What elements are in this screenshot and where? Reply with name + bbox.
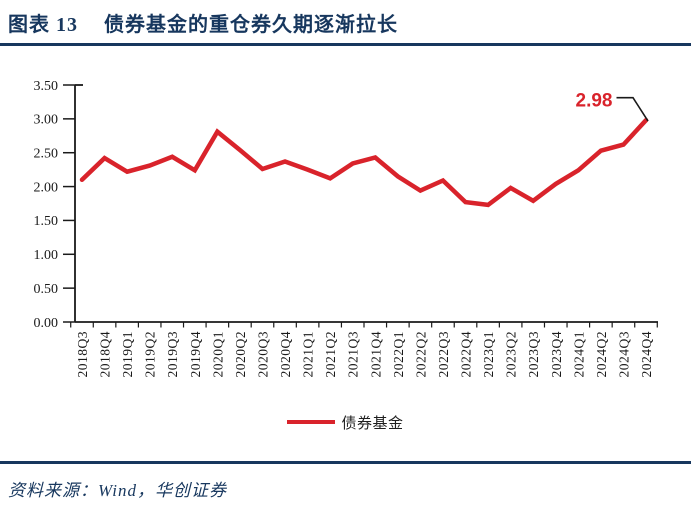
x-tick-label: 2021Q3 [346, 331, 361, 378]
x-tick-label: 2019Q3 [165, 331, 180, 378]
x-tick-label: 2018Q3 [75, 331, 90, 378]
x-tick-label: 2024Q4 [639, 331, 654, 378]
legend: 债券基金 [0, 411, 691, 433]
axes [74, 84, 658, 323]
legend-label: 债券基金 [341, 414, 404, 432]
source-note: 资料来源：Wind，华创证券 [8, 481, 227, 500]
series-line [79, 117, 649, 208]
y-tick-label: 3.00 [34, 113, 59, 128]
y-tick-label: 0.00 [34, 316, 59, 331]
x-tick-label: 2018Q4 [98, 331, 113, 378]
x-tick-label: 2020Q1 [210, 331, 225, 378]
x-tick-label: 2021Q2 [323, 331, 338, 378]
x-tick-label: 2023Q3 [526, 331, 541, 378]
x-tick-label: 2020Q3 [255, 331, 270, 378]
x-tick-label: 2022Q1 [391, 331, 406, 378]
x-tick-label: 2019Q2 [143, 331, 158, 378]
figure-title: 债券基金的重仓券久期逐渐拉长 [104, 14, 398, 36]
x-tick-label: 2024Q2 [594, 331, 609, 378]
y-tick-label: 3.50 [34, 79, 59, 94]
x-tick-label: 2022Q3 [436, 331, 451, 378]
x-tick-label: 2019Q4 [188, 331, 203, 378]
y-tick-label: 1.50 [34, 214, 59, 229]
x-tick-label: 2019Q1 [120, 331, 135, 378]
x-tick-label: 2023Q1 [481, 331, 496, 378]
annotation-value: 2.98 [576, 91, 613, 112]
y-tick-label: 0.50 [34, 282, 59, 297]
x-tick-label: 2022Q2 [413, 331, 428, 378]
footer-divider [0, 461, 691, 464]
y-tick-label: 2.00 [34, 180, 59, 195]
x-axis-labels: 2018Q3 2018Q4 2019Q1 2019Q2 2019Q3 2019Q4 2020… [70, 322, 658, 378]
x-tick-label: 2020Q2 [233, 331, 248, 378]
x-tick-label: 2023Q2 [504, 331, 519, 378]
y-tick-label: 1.00 [34, 248, 59, 263]
x-tick-label: 2021Q4 [368, 331, 383, 378]
x-tick-label: 2024Q3 [616, 331, 631, 378]
x-tick-label: 2024Q1 [571, 331, 586, 378]
x-tick-label: 2021Q1 [301, 331, 316, 378]
y-axis-labels: 0.00 0.50 1.00 1.50 2.00 2.50 3.00 3.50 [34, 79, 75, 331]
figure-label: 图表 13 [8, 14, 78, 36]
annotation-callout-line [616, 96, 649, 122]
x-tick-label: 2023Q4 [549, 331, 564, 378]
x-tick-label: 2022Q4 [459, 331, 474, 378]
legend-line-swatch [287, 419, 336, 425]
x-tick-label: 2020Q4 [278, 331, 293, 378]
figure-header: 图表 13 债券基金的重仓券久期逐渐拉长 [8, 8, 683, 37]
header-divider [0, 43, 691, 46]
y-tick-label: 2.50 [34, 147, 59, 162]
